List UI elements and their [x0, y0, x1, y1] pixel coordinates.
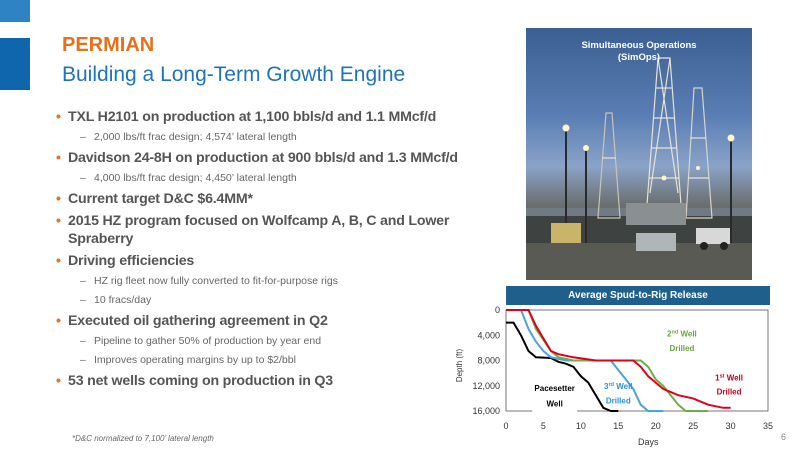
- second-well-label-2: Drilled: [669, 344, 694, 353]
- first-well-label-part: 1: [715, 374, 720, 383]
- x-tick-label: 0: [503, 421, 508, 431]
- photo-caption: Simultaneous Operations (SimOps): [526, 40, 752, 64]
- sub-bullet-item: –10 fracs/day: [56, 293, 486, 307]
- third-well-label: 3rd Well: [604, 382, 632, 391]
- y-axis-label: Depth (ft): [455, 348, 464, 382]
- photo-caption-line2: (SimOps): [617, 52, 661, 63]
- second-well-label-2-part: Drilled: [669, 344, 694, 353]
- brand-band-title: [0, 38, 30, 90]
- bullet-dot: •: [56, 253, 61, 269]
- second-well-label-part: Well: [678, 330, 697, 339]
- bullet-item: • Driving efficiencies: [56, 252, 486, 270]
- sub-bullet-text: Improves operating margins by up to $2/b…: [94, 354, 296, 366]
- pacesetter-label-part: Pacesetter: [534, 384, 574, 393]
- page-number: 6: [781, 432, 787, 442]
- third-well-label-part: rd: [608, 382, 614, 388]
- simops-photo: Simultaneous Operations (SimOps): [526, 28, 752, 280]
- x-axis-label: Days: [638, 437, 659, 447]
- bullet-item: • 53 net wells coming on production in Q3: [56, 372, 486, 390]
- bullet-text: 2015 HZ program focused on Wolfcamp A, B…: [68, 213, 450, 247]
- sub-bullet-dash: –: [80, 354, 86, 366]
- sub-bullet-item: – HZ rig fleet now fully converted to fit…: [56, 274, 486, 288]
- bullet-item: • Davidson 24-8H on production at 900 bbl…: [56, 149, 486, 167]
- bullet-dot: •: [56, 313, 61, 329]
- photo-caption-line1: Simultaneous Operations: [581, 40, 697, 51]
- sub-bullet-dash: –: [80, 275, 86, 287]
- sub-bullet-text: HZ rig fleet now fully converted to fit-…: [94, 275, 338, 287]
- sub-bullet-text: 10 fracs/day: [94, 294, 152, 306]
- bullet-item: • Current target D&C $6.4MM*: [56, 190, 486, 208]
- bullet-text: 53 net wells coming on production in Q3: [68, 373, 333, 389]
- x-tick-label: 25: [688, 421, 698, 431]
- sub-bullet-dash: –: [80, 131, 86, 143]
- bullet-dot: •: [56, 109, 61, 125]
- sub-bullet-dash: –: [80, 294, 86, 306]
- sub-bullet-item: – Pipeline to gather 50% of production by…: [56, 334, 486, 348]
- third-well-label-part: 3: [604, 382, 609, 391]
- bullet-text: Davidson 24-8H on production at 900 bbls…: [68, 150, 458, 166]
- first-well-label-part: Well: [724, 374, 743, 383]
- y-tick-label: 12,000: [472, 381, 500, 391]
- series-line: [506, 309, 709, 412]
- spud-to-rig-chart: 0 5 10 15 20 25 30 35 0 4,000 8,000 12,000 16,000 Day…: [455, 305, 773, 447]
- sub-bullet-dash: –: [80, 172, 86, 184]
- y-tick-label: 4,000: [477, 330, 500, 340]
- first-well-label-part: st: [720, 374, 725, 380]
- x-tick-label: 20: [651, 421, 661, 431]
- bullet-list: • TXL H2101 on production at 1,100 bbls/d…: [56, 108, 486, 394]
- brand-band-top: [0, 0, 30, 22]
- pacesetter-label: Pacesetter: [534, 384, 574, 393]
- x-tick-label: 35: [763, 421, 773, 431]
- y-tick-label: 0: [495, 305, 500, 315]
- y-tick-label: 16,000: [472, 406, 500, 416]
- bullet-item: • 2015 HZ program focused on Wolfcamp A, …: [56, 212, 486, 248]
- sub-bullet-text: 4,000 lbs/ft frac design; 4,450’ lateral…: [94, 172, 297, 184]
- bullet-dot: •: [56, 191, 61, 207]
- third-well-label-2: Drilled: [606, 396, 631, 405]
- first-well-label-2-part: Drilled: [717, 388, 742, 397]
- pacesetter-label-2-part: Well: [547, 400, 563, 409]
- bullet-dot: •: [56, 373, 61, 389]
- second-well-label: 2nd Well: [667, 330, 697, 339]
- sub-bullet-text: Pipeline to gather 50% of production by …: [94, 335, 322, 347]
- page-title: PERMIAN: [62, 34, 155, 56]
- pacesetter-label-2: Well: [547, 400, 563, 409]
- bullet-text: Driving efficiencies: [68, 253, 195, 269]
- second-well-label-part: 2: [667, 330, 672, 339]
- bullet-text: TXL H2101 on production at 1,100 bbls/d …: [68, 109, 437, 125]
- x-tick-label: 30: [726, 421, 736, 431]
- series-line: [506, 321, 619, 412]
- pacesetter-label-bg: [532, 381, 578, 413]
- x-tick-label: 15: [613, 421, 623, 431]
- sub-bullet-item: – Improves operating margins by up to $2/…: [56, 353, 486, 367]
- series-line: [506, 309, 731, 409]
- rig-scene-illustration: [526, 57, 752, 280]
- first-well-label: 1st Well: [715, 374, 743, 383]
- sub-bullet-dash: –: [80, 335, 86, 347]
- chart-header: Average Spud-to-Rig Release: [506, 286, 770, 305]
- x-tick-label: 10: [576, 421, 586, 431]
- footnote: *D&C normalized to 7,100’ lateral length: [72, 434, 214, 443]
- third-well-label-part: Well: [614, 382, 633, 391]
- bullet-item: • TXL H2101 on production at 1,100 bbls/d…: [56, 108, 486, 126]
- bullet-text: Executed oil gathering agreement in Q2: [68, 313, 328, 329]
- x-tick-label: 5: [541, 421, 546, 431]
- page-subtitle: Building a Long-Term Growth Engine: [62, 63, 406, 86]
- y-tick-label: 8,000: [477, 356, 500, 366]
- sub-bullet-item: –4,000 lbs/ft frac design; 4,450’ latera…: [56, 171, 486, 185]
- second-well-label-part: nd: [672, 330, 679, 336]
- sub-bullet-text: 2,000 lbs/ft frac design; 4,574’ lateral…: [94, 131, 297, 143]
- bullet-dot: •: [56, 213, 61, 229]
- third-well-label-2-part: Drilled: [606, 396, 631, 405]
- first-well-label-2: Drilled: [717, 388, 742, 397]
- bullet-dot: •: [56, 150, 61, 166]
- bullet-text: Current target D&C $6.4MM*: [68, 191, 253, 207]
- sub-bullet-item: –2,000 lbs/ft frac design; 4,574’ latera…: [56, 130, 486, 144]
- bullet-item: • Executed oil gathering agreement in Q2: [56, 312, 486, 330]
